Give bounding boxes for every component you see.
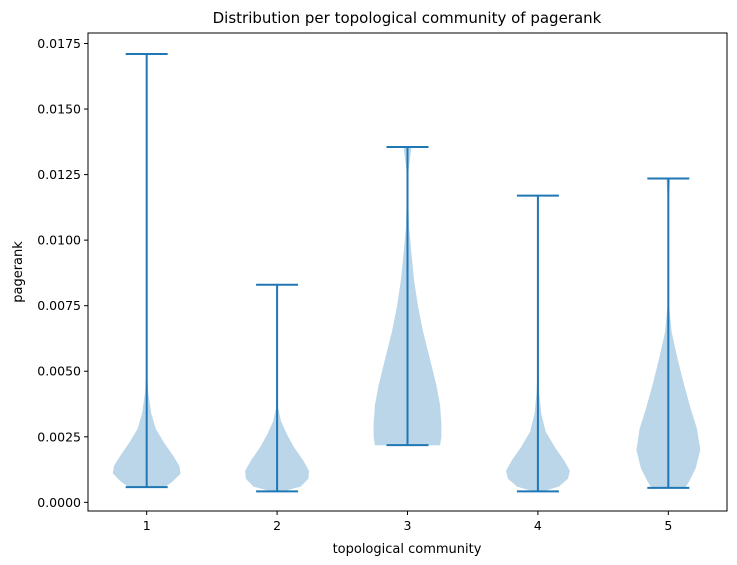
x-tick-label: 1 — [143, 518, 151, 533]
violin-lines — [125, 52, 690, 493]
y-tick-label: 0.0025 — [37, 429, 81, 444]
y-tick-label: 0.0125 — [37, 167, 81, 182]
x-tick-label: 5 — [664, 518, 672, 533]
x-tick-label: 3 — [404, 518, 412, 533]
y-tick-label: 0.0050 — [37, 364, 81, 379]
y-axis-ticks: 0.0000 0.0025 0.0050 0.0075 0.0100 0.0125 0.01… — [37, 36, 88, 510]
y-axis-title: pagerank — [11, 241, 26, 303]
x-tick-label: 4 — [534, 518, 542, 533]
y-tick-label: 0.0175 — [37, 36, 81, 51]
x-axis-ticks: 1 2 3 4 5 — [143, 511, 672, 533]
y-tick-label: 0.0100 — [37, 233, 81, 248]
y-tick-label: 0.0150 — [37, 102, 81, 117]
y-tick-label: 0.0075 — [37, 298, 81, 313]
x-axis-title: topological community — [333, 542, 482, 557]
y-tick-label: 0.0000 — [37, 495, 81, 510]
chart-title: Distribution per topological community o… — [213, 9, 602, 27]
x-tick-label: 2 — [273, 518, 281, 533]
